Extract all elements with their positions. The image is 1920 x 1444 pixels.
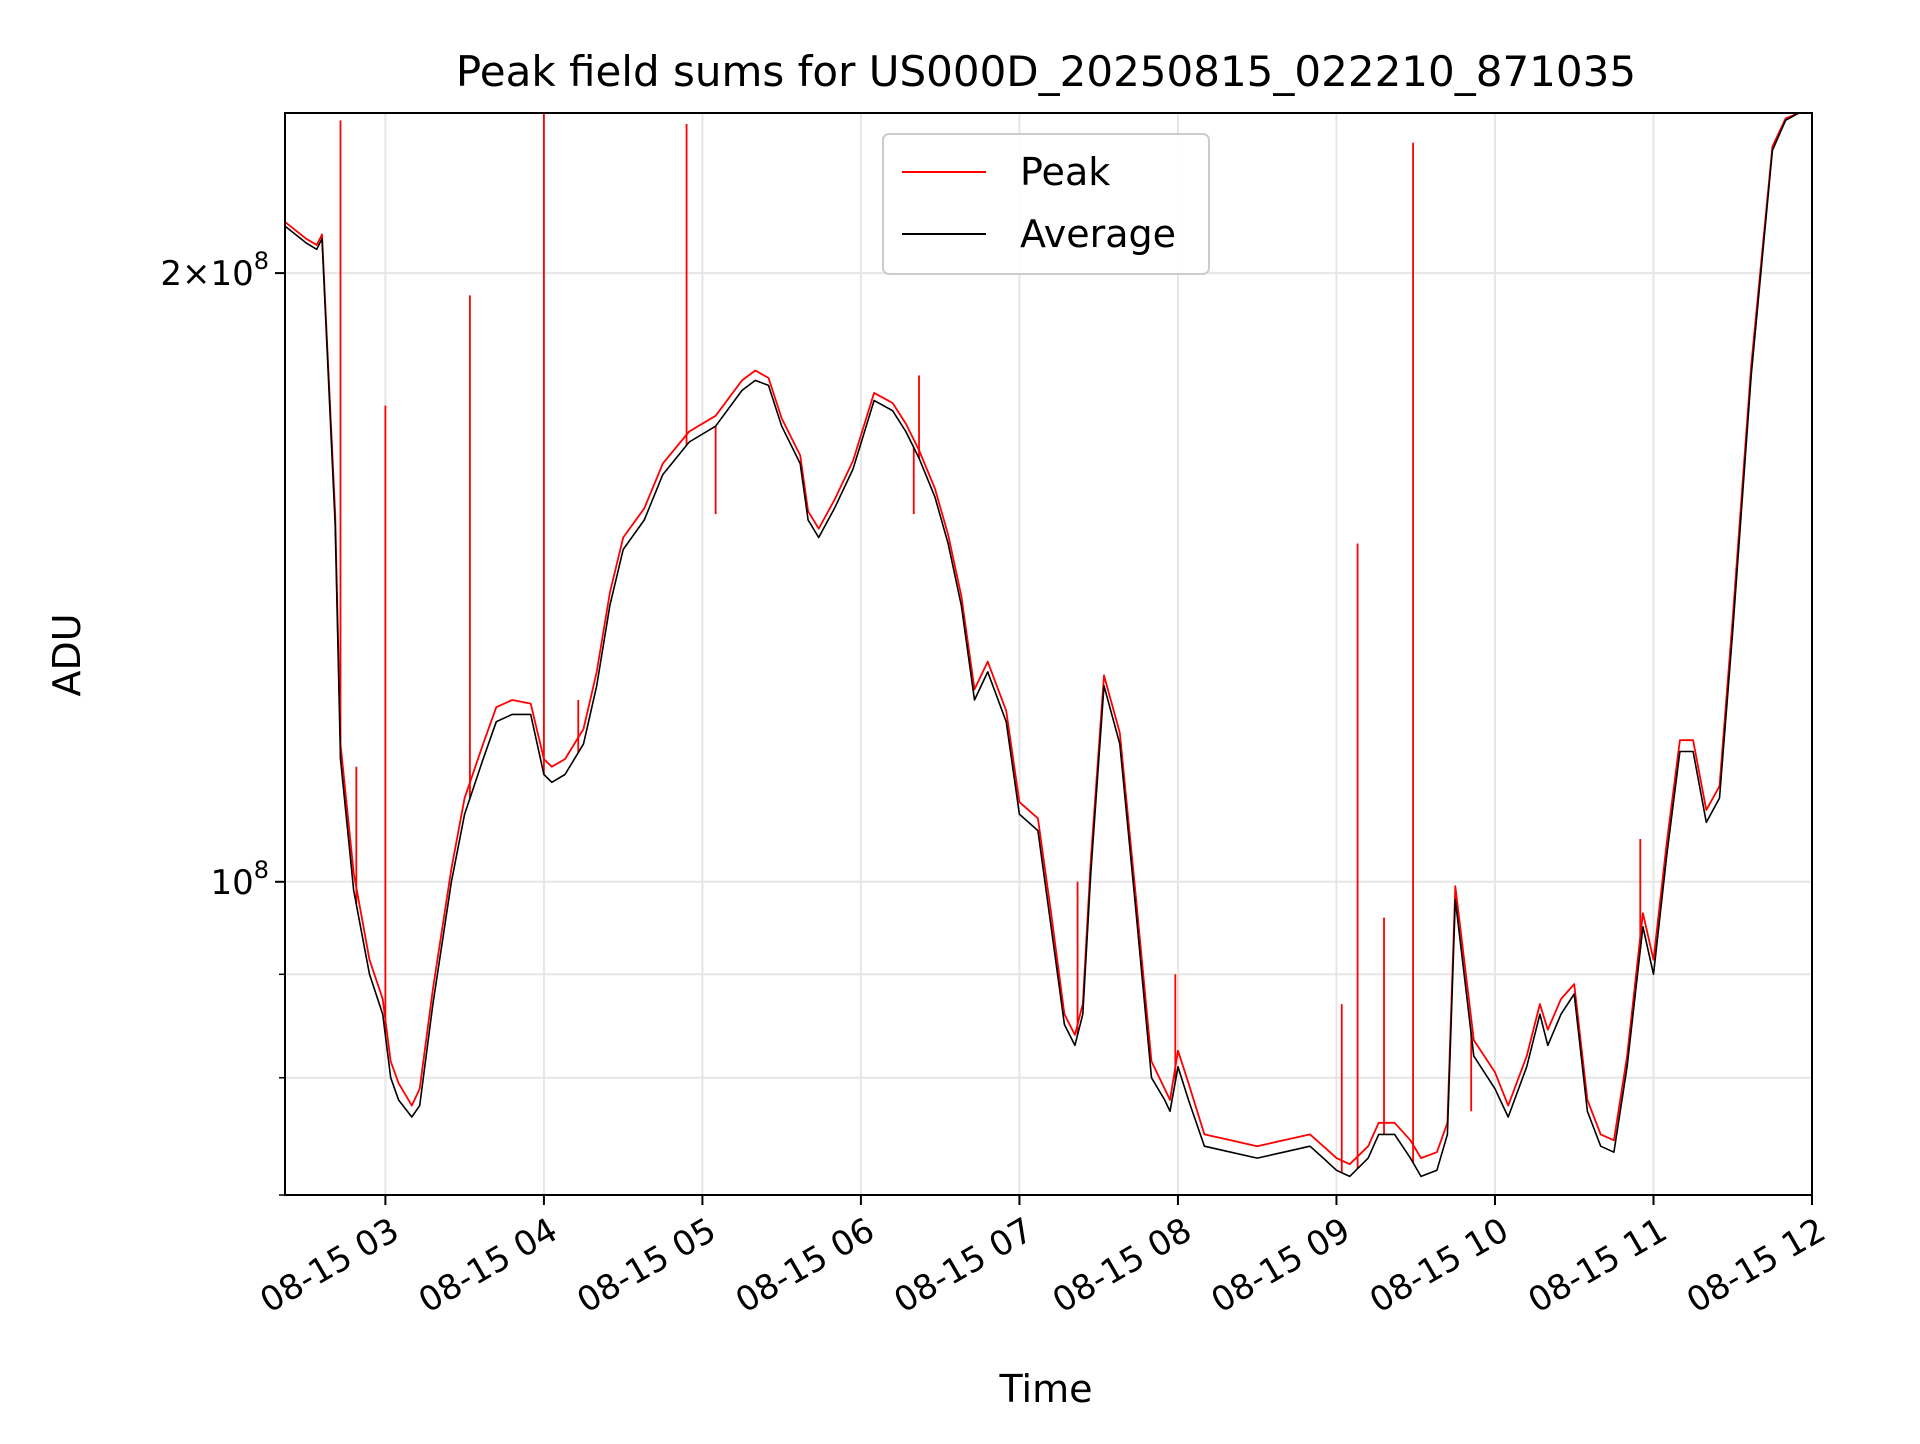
x-tick-label: 08-15 12 <box>1680 1210 1832 1321</box>
legend-label-average: Average <box>1020 212 1176 256</box>
x-tick-label: 08-15 06 <box>729 1210 881 1321</box>
legend: Peak Average <box>882 133 1210 275</box>
y-axis-label: ADU <box>45 613 89 696</box>
x-axis-label: Time <box>999 1367 1093 1411</box>
peak-series-line <box>285 113 1812 1166</box>
legend-label-peak: Peak <box>1020 150 1110 194</box>
chart-title: Peak field sums for US000D_20250815_0222… <box>456 47 1636 96</box>
x-tick-label: 08-15 04 <box>412 1210 564 1321</box>
legend-box <box>882 133 1210 275</box>
series-group <box>285 113 1812 1178</box>
x-tick-label: 08-15 05 <box>571 1210 723 1321</box>
x-tick-label: 08-15 07 <box>888 1210 1040 1321</box>
x-axis: 08-15 03 08-15 04 08-15 05 08-15 06 08-15 07… <box>253 1195 1833 1321</box>
x-tick-label: 08-15 03 <box>253 1210 405 1321</box>
y-tick-label: 108 <box>210 856 269 903</box>
x-tick-label: 08-15 11 <box>1522 1210 1674 1321</box>
average-series-line <box>285 113 1812 1178</box>
y-axis: 108 2×108 <box>160 247 285 1196</box>
x-tick-label: 08-15 09 <box>1205 1210 1357 1321</box>
y-tick-label: 2×108 <box>160 247 269 294</box>
x-tick-label: 08-15 08 <box>1046 1210 1198 1321</box>
plot-frame <box>284 112 1813 1196</box>
grid <box>285 113 1813 1196</box>
x-tick-label: 08-15 10 <box>1363 1210 1515 1321</box>
